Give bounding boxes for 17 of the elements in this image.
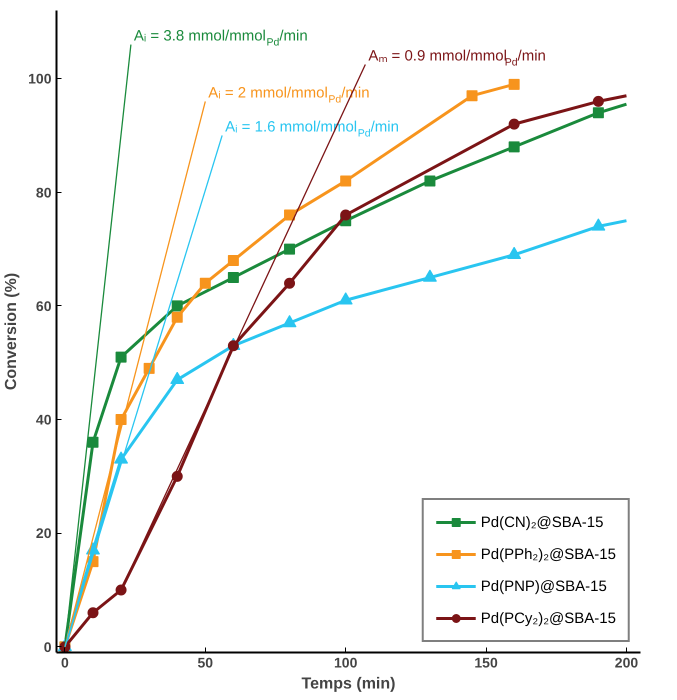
y-tick-label: 80	[36, 184, 52, 200]
y-tick-label: 40	[36, 412, 52, 428]
y-tick-label: 60	[36, 298, 52, 314]
x-tick-label: 200	[614, 654, 638, 670]
legend-label: Pd(PPh₂)₂@SBA-15	[480, 546, 616, 562]
legend-label: Pd(PCy₂)₂@SBA-15	[480, 610, 616, 626]
x-tick-label: 0	[61, 654, 70, 670]
legend-label: Pd(CN)₂@SBA-15	[480, 514, 604, 530]
x-tick-label: 50	[198, 654, 214, 670]
y-tick-label: 0	[44, 638, 52, 655]
y-tick-label: 20	[36, 525, 52, 542]
y-tick-label: 100	[28, 70, 52, 87]
x-axis-title: Temps (min)	[302, 676, 396, 692]
x-tick-label: 150	[474, 654, 498, 670]
y-axis-title: Conversion (%)	[3, 272, 20, 390]
legend-label: Pd(PNP)@SBA-15	[480, 578, 607, 594]
x-tick-label: 100	[334, 654, 358, 670]
